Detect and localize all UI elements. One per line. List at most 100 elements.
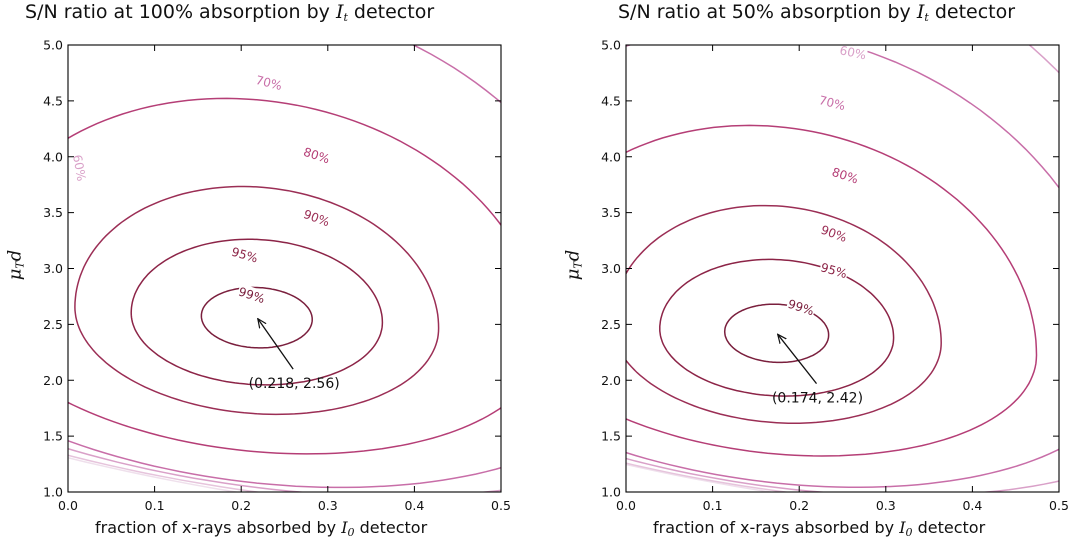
- x-tick-label: 0.3: [876, 498, 896, 513]
- contour-label-bg: [818, 221, 850, 245]
- title-var: I: [916, 1, 925, 23]
- title-suffix: detector: [928, 1, 1016, 23]
- contour-line-0.5: [626, 462, 791, 492]
- contour-line-0.4: [626, 463, 775, 492]
- contour-label: 80%: [830, 165, 860, 187]
- contour-label-bg: [829, 163, 861, 186]
- contour-label: 90%: [302, 207, 332, 229]
- y-tick-label: 1.0: [601, 485, 621, 500]
- plot-area: 99%95% 90% 80% 70% 60% 0.0 0.1 0.2 0.3 0.4 0.5 1.0 1…: [601, 38, 1069, 514]
- xlabel-prefix: fraction of x-rays absorbed by: [95, 518, 342, 537]
- plot-area: 99%95%90%80%70%60%0.0 0.1 0.2 0.3 0.4 0.51.01…: [43, 38, 511, 514]
- contour-line-0.7: [68, 45, 501, 489]
- contour-plot-right: S/N ratio at 50% absorption by It detect…: [540, 0, 1080, 545]
- contour-label: 60%: [70, 154, 88, 183]
- contour-label-bg: [253, 71, 285, 93]
- x-tick-label: 0.1: [145, 498, 165, 513]
- contour-label: 70%: [254, 73, 283, 93]
- x-axis-label: fraction of x-rays absorbed by I0 detect…: [653, 518, 985, 539]
- title-prefix: S/N ratio at 50% absorption by: [618, 1, 917, 23]
- y-tick-label: 1.5: [601, 429, 621, 444]
- title-var: I: [335, 1, 344, 23]
- ylabel-var: μ: [562, 268, 584, 281]
- contour-label: 70%: [817, 93, 846, 113]
- y-tick-label: 5.0: [43, 38, 63, 53]
- x-tick-label: 0.2: [231, 498, 251, 513]
- contour-label-bg: [837, 42, 869, 62]
- contour-line-0.8: [68, 97, 501, 455]
- chart-title: S/N ratio at 100% absorption by It detec…: [25, 1, 434, 24]
- y-tick-label: 5.0: [601, 38, 621, 53]
- contour-label-bg: [818, 259, 850, 281]
- y-tick-label: 4.5: [601, 93, 621, 108]
- y-tick-label: 4.0: [43, 149, 63, 164]
- y-tick-label: 1.5: [43, 429, 63, 444]
- x-tick-label: 0.0: [58, 498, 78, 513]
- xlabel-suffix: detector: [912, 518, 986, 537]
- contour-label: 95%: [819, 260, 848, 281]
- ylabel-var: μ: [4, 268, 26, 281]
- title-var-sub: t: [924, 11, 929, 24]
- contour-label: 95%: [230, 245, 259, 266]
- y-tick-label: 2.5: [43, 317, 63, 332]
- contour-line-0.9: [74, 185, 440, 416]
- contour-label-bg: [301, 143, 333, 166]
- contour-label: 90%: [819, 223, 849, 245]
- x-tick-label: 0.4: [404, 498, 424, 513]
- x-tick-label: 0.5: [1049, 498, 1069, 513]
- optimum-annotation: (0.218, 2.56): [249, 376, 340, 392]
- contour-line-0.6: [68, 447, 501, 492]
- y-tick-label: 3.0: [43, 261, 63, 276]
- contour-line-0.9: [626, 204, 942, 424]
- contour-label-bg: [817, 91, 848, 113]
- contour-line-0.95: [130, 238, 384, 386]
- ylabel-var2: d: [4, 249, 26, 262]
- x-tick-label: 0.3: [318, 498, 338, 513]
- contour-label-bg: [785, 295, 817, 318]
- xlabel-var-sub: 0: [347, 526, 355, 539]
- contour-label-bg: [301, 205, 333, 229]
- plot-frame: [67, 44, 502, 493]
- y-tick-label: 1.0: [43, 485, 63, 500]
- ylabel-var2: d: [562, 249, 584, 262]
- y-tick-label: 2.0: [43, 373, 63, 388]
- optimum-arrow: [258, 319, 294, 370]
- y-tick-label: 3.5: [601, 205, 621, 220]
- contour-label: 60%: [838, 43, 867, 62]
- contour-label: 80%: [302, 145, 332, 167]
- contour-line-0.6: [626, 45, 1059, 492]
- x-tick-label: 0.2: [789, 498, 809, 513]
- y-tick-label: 2.0: [601, 373, 621, 388]
- ylabel-var-sub: T: [571, 261, 585, 269]
- y-tick-label: 2.5: [601, 317, 621, 332]
- contour-label-bg: [236, 283, 268, 306]
- xlabel-prefix: fraction of x-rays absorbed by: [653, 518, 900, 537]
- optimum-arrow: [778, 334, 818, 385]
- xlabel-var-sub: 0: [905, 526, 913, 539]
- y-tick-label: 4.5: [43, 93, 63, 108]
- y-tick-label: 3.0: [601, 261, 621, 276]
- x-tick-label: 0.4: [962, 498, 982, 513]
- contour-label-bg: [70, 152, 90, 183]
- contour-line-0.8: [626, 124, 1038, 457]
- title-prefix: S/N ratio at 100% absorption by: [25, 1, 336, 23]
- y-axis-label: μTd: [562, 250, 584, 281]
- optimum-annotation: (0.174, 2.42): [772, 391, 863, 407]
- contour-plot-left: S/N ratio at 100% absorption by It detec…: [4, 1, 511, 539]
- xlabel-var: I: [341, 518, 348, 537]
- contour-line-0.7: [626, 45, 1059, 489]
- x-tick-label: 0.0: [616, 498, 636, 513]
- title-var-sub: t: [343, 11, 348, 24]
- xlabel-suffix: detector: [354, 518, 428, 537]
- x-tick-label: 0.1: [703, 498, 723, 513]
- y-axis-label: μTd: [4, 250, 26, 281]
- contour-line-0.95: [659, 258, 895, 397]
- x-tick-label: 0.5: [491, 498, 511, 513]
- xlabel-var: I: [899, 518, 906, 537]
- contour-label-bg: [229, 243, 261, 265]
- contour-label: 99%: [786, 297, 816, 319]
- ylabel-var-sub: T: [13, 261, 27, 269]
- y-tick-label: 4.0: [601, 149, 621, 164]
- y-tick-label: 3.5: [43, 205, 63, 220]
- chart-title: S/N ratio at 50% absorption by It detect…: [618, 1, 1015, 24]
